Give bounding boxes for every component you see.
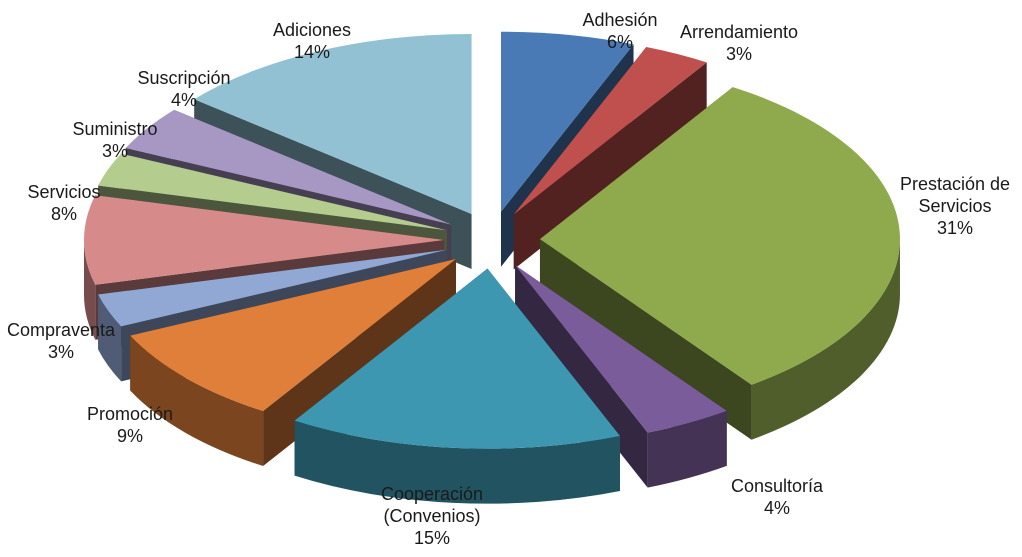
slice-top-7 [84, 195, 444, 285]
slice-rim-3-0 [647, 410, 727, 488]
slice-top-5 [130, 259, 456, 412]
slice-label-8: Suministro 3% [72, 119, 157, 161]
slice-top-9 [125, 109, 452, 225]
slice-label-6: Compraventa 3% [7, 320, 116, 362]
slice-percent-4: 15% [414, 528, 450, 548]
slice-percent-0: 6% [607, 32, 633, 52]
slice-label-0: Adhesión 6% [582, 10, 657, 52]
slice-percent-5: 9% [117, 426, 143, 446]
slice-name-5-0: Promoción [87, 404, 173, 424]
slice-name-7-0: Servicios [27, 182, 100, 202]
slice-percent-6: 3% [48, 342, 74, 362]
slice-percent-3: 4% [764, 498, 790, 518]
slice-name-4-0: Cooperación [381, 484, 483, 504]
slice-rim-7-0 [84, 240, 96, 340]
slice-face-1-1 [513, 62, 707, 270]
slice-label-7: Servicios 8% [27, 182, 100, 224]
slice-label-9: Suscripción 4% [137, 68, 230, 110]
slice-name-6-0: Compraventa [7, 320, 116, 340]
slice-percent-2: 31% [937, 218, 973, 238]
slice-name-0-0: Adhesión [582, 10, 657, 30]
slice-name-8-0: Suministro [72, 119, 157, 139]
slice-rim-6-0 [98, 294, 122, 382]
slice-rim-5-0 [130, 335, 264, 467]
slice-name-9-0: Suscripción [137, 68, 230, 88]
slice-name-1-0: Arrendamiento [680, 22, 798, 42]
slice-name-3-0: Consultoría [731, 476, 824, 496]
slice-percent-1: 3% [726, 44, 752, 64]
slice-label-2: Prestación de Servicios 31% [900, 174, 1010, 238]
slice-tops [84, 31, 900, 449]
slice-name-2-0: Prestación de [900, 174, 1010, 194]
slice-label-10: Adiciones 14% [273, 20, 351, 62]
slice-face-2-1 [539, 239, 752, 440]
slice-top-6 [98, 249, 447, 327]
slice-rim-2-0 [751, 239, 900, 440]
slice-percent-7: 8% [51, 204, 77, 224]
slice-top-2 [539, 87, 900, 385]
slice-percent-9: 4% [171, 90, 197, 110]
slice-name-4-1: (Convenios) [383, 506, 480, 526]
slice-top-1 [513, 46, 707, 215]
slice-name-10-0: Adiciones [273, 20, 351, 40]
slice-label-5: Promoción 9% [87, 404, 173, 446]
slice-top-4 [294, 268, 621, 449]
slice-label-3: Consultoría 4% [731, 476, 824, 518]
slice-label-1: Arrendamiento 3% [680, 22, 798, 64]
slice-top-10 [194, 33, 472, 214]
slice-name-2-1: Servicios [918, 196, 991, 216]
slice-label-4: Cooperación (Convenios) 15% [381, 484, 483, 548]
slice-labels: Adhesión 6% Arrendamiento 3%Prestación de Se… [7, 10, 1010, 548]
slice-top-3 [515, 265, 727, 433]
slice-percent-8: 3% [102, 141, 128, 161]
slice-percent-10: 14% [294, 42, 330, 62]
slice-rim-4-0 [294, 420, 621, 504]
slice-top-8 [98, 153, 447, 231]
slice-top-0 [500, 31, 634, 212]
